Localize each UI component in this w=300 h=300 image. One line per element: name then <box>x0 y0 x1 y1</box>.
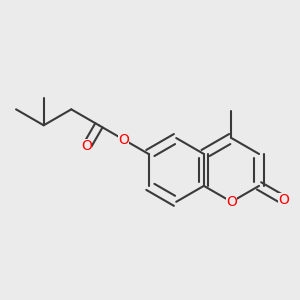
Text: O: O <box>118 133 129 147</box>
Text: O: O <box>226 195 237 209</box>
Text: O: O <box>82 139 92 153</box>
Text: O: O <box>278 193 290 207</box>
